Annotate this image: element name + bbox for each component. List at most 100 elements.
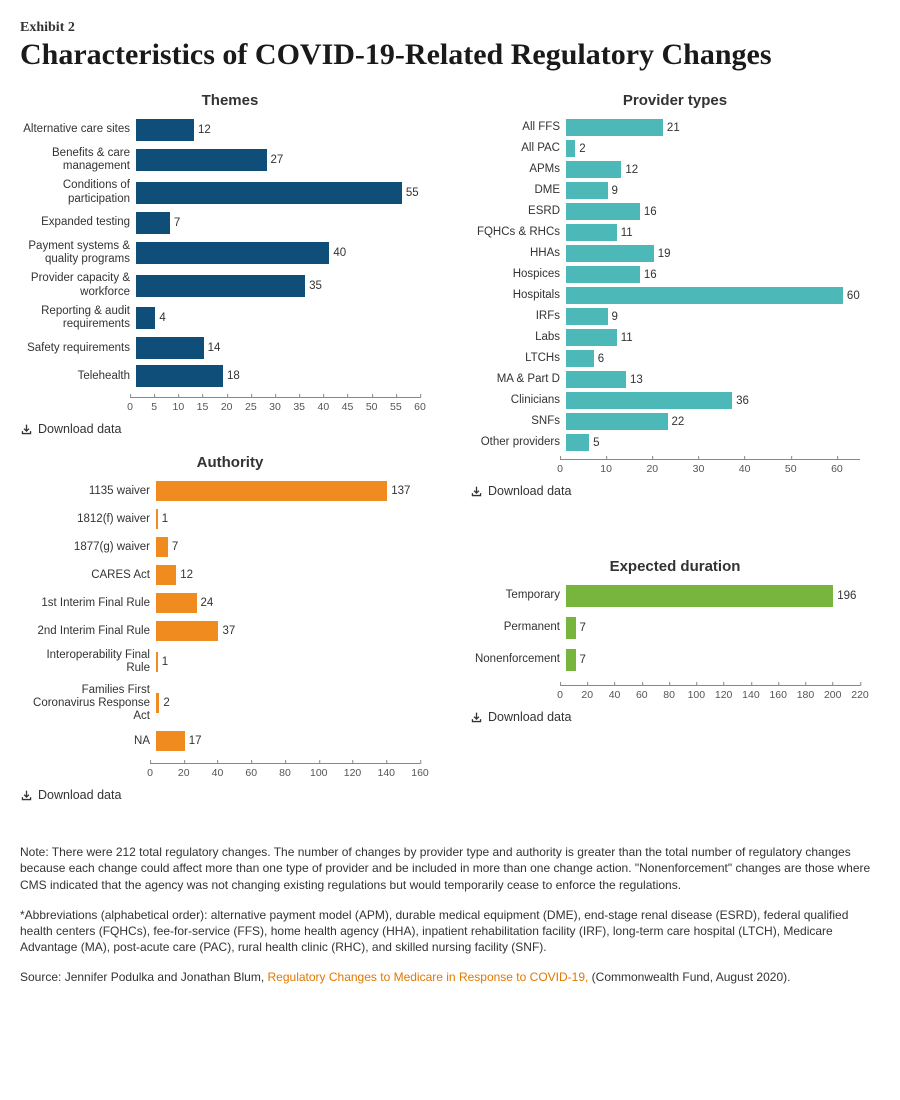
x-tick: 30 [693, 463, 705, 475]
x-tick: 45 [342, 401, 354, 413]
bar-value: 7 [172, 541, 178, 553]
bar-track: 2 [156, 693, 440, 713]
footnotes: Note: There were 212 total regulatory ch… [20, 844, 880, 985]
bars-area: Temporary196Permanent7Nonenforcement7 [470, 585, 880, 671]
bar-track: 7 [566, 617, 880, 639]
bar-track: 5 [566, 434, 880, 451]
bar-track: 11 [566, 224, 880, 241]
download-label: Download data [38, 788, 121, 802]
x-tick: 25 [245, 401, 257, 413]
bar-value: 1 [162, 656, 168, 668]
bar-row: Other providers5 [470, 434, 880, 451]
x-tick: 40 [739, 463, 751, 475]
download-data-link[interactable]: Download data [20, 422, 440, 436]
x-tick: 55 [390, 401, 402, 413]
bar-value: 7 [174, 217, 180, 229]
bar-value: 22 [672, 416, 685, 428]
bar-row: Reporting & audit requirements4 [20, 305, 440, 331]
bar-row: Hospices16 [470, 266, 880, 283]
x-tick: 40 [317, 401, 329, 413]
download-icon [470, 711, 483, 724]
bar-label: ESRD [470, 205, 566, 218]
x-tick: 60 [414, 401, 426, 413]
bar-label: Interoperability Final Rule [20, 649, 156, 675]
bar-track: 12 [566, 161, 880, 178]
bar-label: Safety requirements [20, 342, 136, 355]
bar-value: 2 [579, 143, 585, 155]
x-tick: 50 [785, 463, 797, 475]
bar-row: All FFS 21 [470, 119, 880, 136]
bar-row: Nonenforcement 7 [470, 649, 880, 671]
bar-value: 12 [198, 124, 211, 136]
chart-duration: Expected durationTemporary196Permanent7N… [470, 558, 880, 724]
bar [566, 392, 732, 409]
bar-row: NA 17 [20, 731, 440, 751]
bar-value: 7 [580, 654, 586, 666]
bar-label: Other providers [470, 436, 566, 449]
bar-track: 9 [566, 308, 880, 325]
bar [566, 434, 589, 451]
bar-track: 24 [156, 593, 440, 613]
bar [136, 212, 170, 234]
bar-track: 22 [566, 413, 880, 430]
bar-value: 12 [625, 164, 638, 176]
bar [566, 161, 621, 178]
bar-value: 6 [598, 353, 604, 365]
download-label: Download data [488, 484, 571, 498]
bar-value: 137 [391, 485, 410, 497]
bar [566, 287, 843, 304]
bar-label: Telehealth [20, 370, 136, 383]
bar [156, 652, 158, 672]
x-tick: 60 [831, 463, 843, 475]
bar-value: 17 [189, 735, 202, 747]
bar-value: 27 [271, 154, 284, 166]
x-tick: 0 [557, 463, 563, 475]
chart-title: Authority [20, 454, 440, 471]
x-tick: 35 [293, 401, 305, 413]
x-tick: 40 [609, 689, 621, 701]
bar-track: 16 [566, 266, 880, 283]
x-tick: 160 [769, 689, 787, 701]
bar-label: Nonenforcement [470, 653, 566, 666]
bar-row: Benefits & care management27 [20, 147, 440, 173]
chart-title: Themes [20, 92, 440, 109]
x-tick: 80 [663, 689, 675, 701]
x-tick: 200 [824, 689, 842, 701]
bar [566, 308, 608, 325]
bar-value: 55 [406, 187, 419, 199]
chart-provider-types: Provider typesAll FFS21All PAC2APMs12DME… [470, 92, 880, 498]
bar-label: Conditions of participation [20, 179, 136, 205]
bar-track: 35 [136, 275, 440, 297]
bar-row: Clinicians36 [470, 392, 880, 409]
bar [156, 621, 218, 641]
x-tick: 40 [212, 767, 224, 779]
x-axis: 020406080100120140160 [150, 763, 420, 782]
bar-track: 16 [566, 203, 880, 220]
bar-track: 12 [156, 565, 440, 585]
bar-track: 55 [136, 182, 440, 204]
bar-label: 1877(g) waiver [20, 541, 156, 554]
x-tick: 5 [151, 401, 157, 413]
source-link[interactable]: Regulatory Changes to Medicare in Respon… [268, 970, 589, 984]
download-data-link[interactable]: Download data [470, 484, 880, 498]
bar-value: 11 [621, 332, 633, 344]
x-axis-wrap: 020406080100120140160180200220 [470, 681, 880, 704]
bar-row: 1877(g) waiver 7 [20, 537, 440, 557]
x-tick: 140 [742, 689, 760, 701]
bar-value: 21 [667, 122, 680, 134]
bar [156, 731, 185, 751]
bar-row: IRFs9 [470, 308, 880, 325]
bar-row: Expanded testing7 [20, 212, 440, 234]
bar [136, 307, 155, 329]
bar-label: LTCHs [470, 352, 566, 365]
bar-label: NA [20, 735, 156, 748]
bar-track: 60 [566, 287, 880, 304]
bar-label: All FFS [470, 121, 566, 134]
x-tick: 50 [366, 401, 378, 413]
download-data-link[interactable]: Download data [20, 788, 440, 802]
chart-title: Expected duration [470, 558, 880, 575]
download-data-link[interactable]: Download data [470, 710, 880, 724]
bar-row: CARES Act12 [20, 565, 440, 585]
bar-row: Labs11 [470, 329, 880, 346]
bar-row: Safety requirements14 [20, 337, 440, 359]
